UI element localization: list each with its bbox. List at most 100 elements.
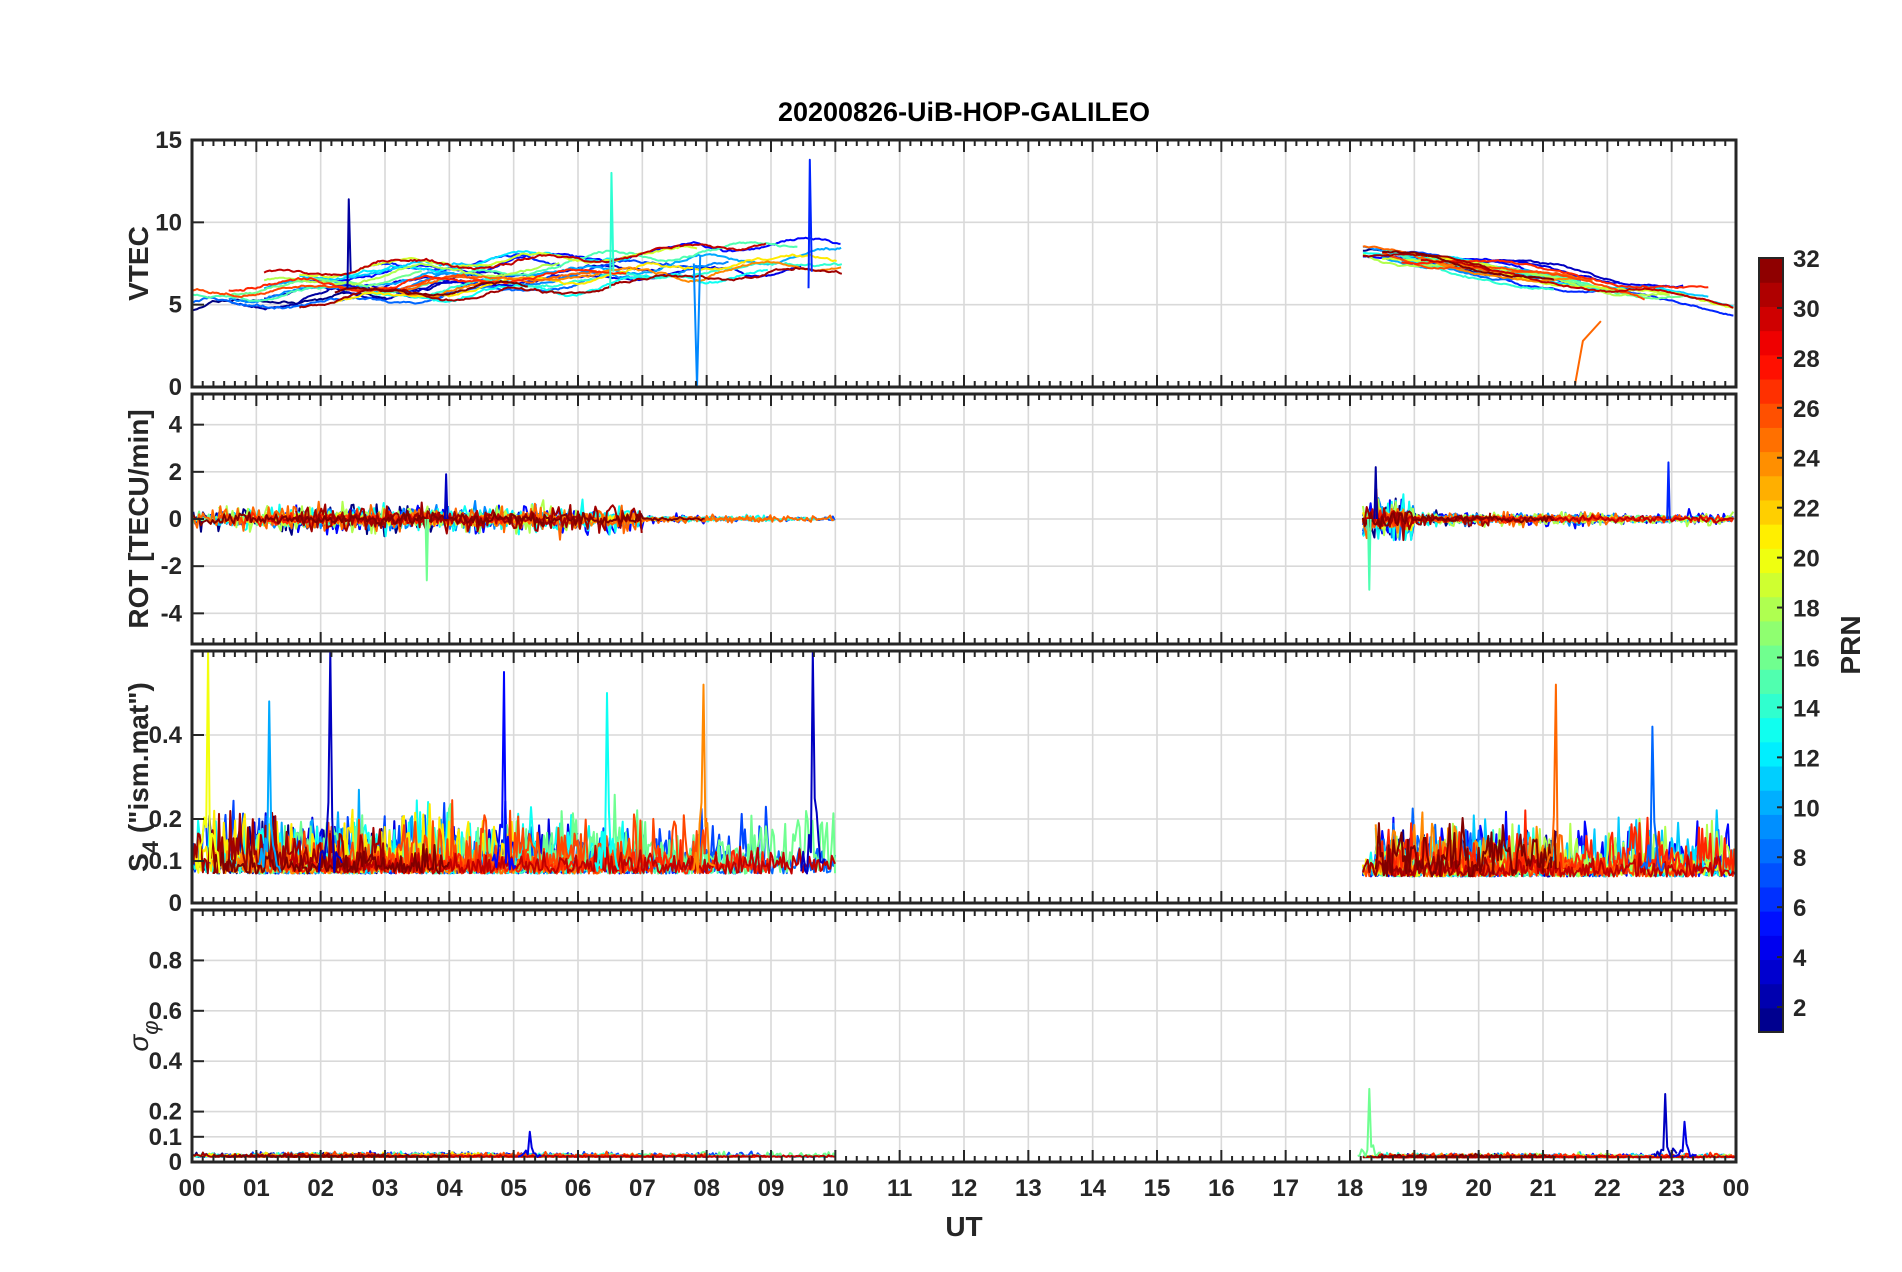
y-axis-label: VTEC: [123, 226, 154, 301]
x-tick-label: 02: [307, 1175, 334, 1202]
panel-ticks: [191, 651, 1737, 904]
panel-traces: [192, 651, 1736, 878]
vtec-trace: [1401, 259, 1709, 289]
x-tick-label: 04: [436, 1175, 463, 1202]
colorbar-bin: [1759, 524, 1783, 549]
colorbar-tick-label: 2: [1793, 995, 1806, 1022]
y-tick-label: 0.6: [149, 998, 182, 1025]
x-tick-label: 14: [1079, 1175, 1106, 1202]
colorbar-bin: [1759, 499, 1783, 525]
peak-burst: [1543, 683, 1568, 869]
y-tick-label: 0: [169, 506, 182, 533]
vtec-trace: [1381, 252, 1646, 301]
colorbar-frame: [1758, 257, 1784, 1033]
x-tick-label: 15: [1144, 1175, 1171, 1202]
y-axis-label-main: σ: [123, 1034, 154, 1052]
peak-burst: [800, 651, 826, 875]
colorbar-tick-label: 30: [1793, 296, 1820, 323]
y-tick-label: 0.2: [149, 1099, 182, 1126]
colorbar-tick-label: 24: [1793, 446, 1820, 473]
peak-burst: [691, 683, 716, 874]
colorbar-bin: [1759, 838, 1783, 864]
y-tick-label: 15: [155, 127, 182, 154]
y-tick-label: -2: [161, 553, 182, 580]
y-axis-label-sub: 4: [138, 840, 163, 853]
panel-grid: [192, 140, 1736, 387]
colorbar-tick-label: 12: [1793, 745, 1820, 772]
panel-s4: 00.10.20.4S4 ("ism.mat"): [123, 649, 1738, 917]
y-tick-label: 0.4: [149, 722, 183, 749]
panel-vtec: 0 5 10 15 VTEC: [123, 127, 1738, 401]
colorbar-tick-label: 14: [1793, 695, 1820, 722]
colorbar-bin: [1759, 306, 1783, 332]
x-tick-label: 00: [1723, 1175, 1750, 1202]
vtec-drop: [692, 255, 702, 387]
x-tick-label: 18: [1337, 1175, 1364, 1202]
peak-burst: [1640, 725, 1665, 872]
x-tick-label: 08: [693, 1175, 720, 1202]
vtec-spike: [807, 158, 813, 289]
colorbar-tick-label: 8: [1793, 845, 1806, 872]
x-tick-label: 17: [1272, 1175, 1299, 1202]
colorbar-bin: [1759, 427, 1783, 453]
colorbar-tick-label: 16: [1793, 645, 1820, 672]
vtec-trace: [334, 253, 837, 304]
y-axis-label: σφ: [123, 1020, 163, 1051]
panel-grid: [192, 910, 1736, 1162]
vtec-trace: [228, 268, 627, 293]
y-axis-label: S4 ("ism.mat"): [123, 682, 163, 872]
peak-burst: [257, 700, 282, 873]
vtec-trace: [299, 259, 493, 281]
vtec-trace: [1420, 258, 1734, 309]
colorbar-tick-label: 32: [1793, 246, 1820, 273]
colorbar-bin: [1759, 354, 1783, 380]
colorbar-bin: [1759, 790, 1783, 815]
vtec-trace: [370, 268, 768, 303]
peak-burst: [517, 1130, 542, 1158]
x-tick-label: 19: [1401, 1175, 1428, 1202]
colorbar-bin: [1759, 282, 1783, 307]
y-tick-label: 10: [155, 209, 182, 236]
y-tick-label: 0: [169, 1149, 182, 1176]
trace: [212, 843, 450, 875]
y-tick-label: 0: [169, 890, 182, 917]
colorbar-tick-label: 4: [1793, 945, 1807, 972]
peak-burst: [1652, 1093, 1678, 1158]
peak-burst: [195, 651, 221, 874]
peak-burst: [1357, 1087, 1381, 1158]
vtec-trace: [369, 260, 842, 298]
vtec-trace: [334, 280, 528, 297]
colorbar-bin: [1759, 862, 1783, 888]
x-tick-label: 20: [1465, 1175, 1492, 1202]
panel-ticks: [191, 910, 1737, 1163]
colorbar-bin: [1759, 572, 1783, 598]
vtec-spike: [609, 171, 615, 289]
x-tick-label: 23: [1658, 1175, 1685, 1202]
colorbar-bin: [1759, 717, 1783, 743]
x-tick-label: 16: [1208, 1175, 1235, 1202]
colorbar-label: PRN: [1835, 615, 1866, 674]
x-tick-label: 12: [951, 1175, 978, 1202]
colorbar-bin: [1759, 814, 1783, 840]
colorbar-tick-label: 28: [1793, 346, 1820, 373]
panel-ticks: [191, 394, 1737, 644]
x-tick-label: 07: [629, 1175, 656, 1202]
x-tick-label: 03: [372, 1175, 399, 1202]
y-tick-label: 2: [169, 459, 182, 486]
x-tick-label: 00: [179, 1175, 206, 1202]
y-axis-label: ROT [TECU/min]: [123, 409, 154, 628]
panel-rot: -4 -2 0 2 4 ROT [TECU/min]: [123, 392, 1738, 646]
panel-traces: [192, 1087, 1736, 1159]
rot-extreme: [1373, 466, 1379, 520]
colorbar-bin: [1759, 596, 1783, 622]
colorbar-bin: [1759, 741, 1783, 767]
y-tick-label: 0.2: [149, 806, 182, 833]
colorbar-bin: [1759, 935, 1783, 961]
colorbar-bin: [1759, 765, 1783, 791]
colorbar-bin: [1759, 258, 1783, 283]
rot-extreme: [1367, 518, 1372, 591]
trace: [1387, 848, 1736, 878]
colorbar-tick-label: 10: [1793, 795, 1820, 822]
